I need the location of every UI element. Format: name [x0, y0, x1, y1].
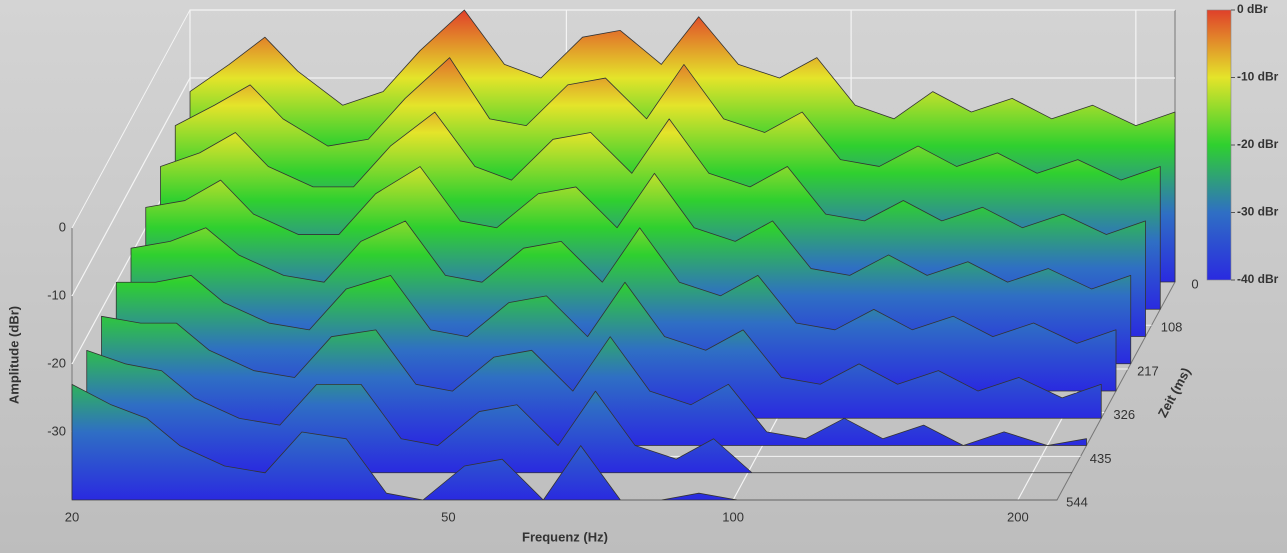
z-tick-label: 326 — [1113, 407, 1135, 422]
z-axis-title: Zeit (ms) — [1155, 365, 1194, 420]
x-axis-title: Frequenz (Hz) — [522, 529, 608, 544]
colorbar-label: -30 dBr — [1237, 205, 1279, 219]
y-tick-label: -20 — [47, 355, 66, 370]
colorbar — [1206, 9, 1232, 281]
y-axis-title: Amplitude (dBr) — [6, 306, 21, 404]
x-tick-label: 200 — [1007, 509, 1029, 524]
labels: 0 -10 -20 -30 20 50 100 200 0 108 217 326 435 544 0 dB… — [47, 2, 1278, 524]
y-tick-label: -30 — [47, 423, 66, 438]
z-tick-label: 0 — [1191, 276, 1198, 291]
z-tick-label: 435 — [1090, 451, 1112, 466]
y-tick-label: 0 — [59, 219, 66, 234]
surface — [71, 9, 1176, 501]
y-tick-label: -10 — [47, 287, 66, 302]
z-tick-label: 544 — [1066, 494, 1088, 509]
z-tick-label: 217 — [1137, 363, 1159, 378]
slice — [71, 383, 1058, 501]
colorbar-label: -10 dBr — [1237, 70, 1279, 84]
x-tick-label: 50 — [441, 509, 455, 524]
x-tick-label: 20 — [65, 509, 79, 524]
colorbar-label: -20 dBr — [1237, 137, 1279, 151]
colorbar-label: -40 dBr — [1237, 272, 1279, 286]
colorbar-label: 0 dBr — [1237, 2, 1268, 16]
x-tick-label: 100 — [722, 509, 744, 524]
z-tick-label: 108 — [1161, 320, 1183, 335]
